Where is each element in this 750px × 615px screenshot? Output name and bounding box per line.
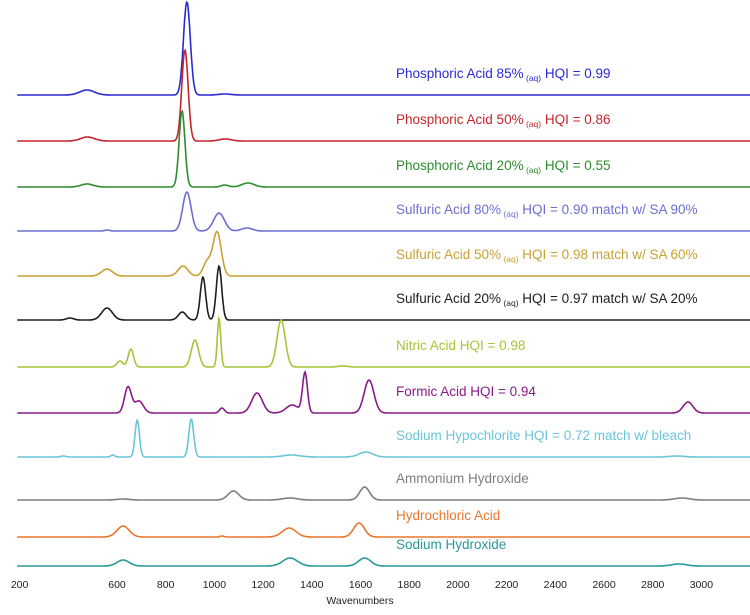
series-name: Sulfuric Acid 50%	[396, 247, 501, 262]
x-tick-label: 1400	[300, 579, 324, 591]
series-label: Ammonium Hydroxide	[396, 471, 529, 486]
x-tick-label: 3000	[690, 579, 714, 591]
series-hqi: HQI = 0.55	[541, 158, 610, 173]
series-label: Sulfuric Acid 50% (aq) HQI = 0.98 match …	[396, 247, 698, 264]
spectrum-trace	[17, 557, 750, 567]
series-subscript: (aq)	[501, 298, 519, 308]
x-tick-label: 2600	[592, 579, 616, 591]
series-label: Nitric Acid HQI = 0.98	[396, 338, 525, 353]
spectrum-trace	[17, 109, 750, 188]
x-axis-label: Wavenumbers	[326, 595, 393, 607]
spectrum-trace	[17, 264, 750, 321]
series-subscript: (aq)	[524, 119, 542, 129]
series-hqi: HQI = 0.98 match w/ SA 60%	[519, 247, 698, 262]
series-name: Ammonium Hydroxide	[396, 471, 529, 486]
x-tick-label: 1800	[398, 579, 422, 591]
x-tick-label: 200	[11, 579, 29, 591]
x-tick-label: 2200	[495, 579, 519, 591]
series-name: Hydrochloric Acid	[396, 508, 500, 523]
series-label: Phosphoric Acid 85% (aq) HQI = 0.99	[396, 66, 610, 83]
x-tick-label: 2000	[446, 579, 470, 591]
spectrum-trace	[17, 315, 750, 368]
spectrum-trace	[17, 230, 750, 277]
series-label: Sodium Hypochlorite HQI = 0.72 match w/ …	[396, 428, 691, 443]
series-label: Phosphoric Acid 50% (aq) HQI = 0.86	[396, 112, 610, 129]
series-label: Sodium Hydroxide	[396, 537, 506, 552]
x-tick-label: 1600	[349, 579, 373, 591]
series-subscript: (aq)	[524, 165, 542, 175]
series-name: Sodium Hydroxide	[396, 537, 506, 552]
spectrum-trace	[17, 0, 750, 96]
spectrum-trace	[17, 191, 750, 232]
series-name: Sulfuric Acid 20%	[396, 291, 501, 306]
series-hqi: HQI = 0.99	[541, 66, 610, 81]
series-hqi: HQI = 0.97 match w/ SA 20%	[519, 291, 698, 306]
x-tick-label: 2800	[641, 579, 665, 591]
series-subscript: (aq)	[524, 73, 542, 83]
series-name: Sulfuric Acid 80%	[396, 202, 501, 217]
series-label: Hydrochloric Acid	[396, 508, 500, 523]
series-name: Sodium Hypochlorite HQI = 0.72 match w/ …	[396, 428, 691, 443]
series-subscript: (aq)	[501, 209, 519, 219]
x-tick-label: 1000	[203, 579, 227, 591]
series-label: Formic Acid HQI = 0.94	[396, 384, 536, 399]
series-name: Phosphoric Acid 20%	[396, 158, 524, 173]
x-tick-label: 1200	[251, 579, 275, 591]
series-hqi: HQI = 0.86	[541, 112, 610, 127]
series-name: Nitric Acid HQI = 0.98	[396, 338, 525, 353]
series-hqi: HQI = 0.90 match w/ SA 90%	[519, 202, 698, 217]
series-name: Phosphoric Acid 85%	[396, 66, 524, 81]
x-axis-ticks: 200 600 800 1000 1200 1400 1600 1800 2000 2200 240…	[11, 579, 713, 591]
spectrum-trace	[17, 486, 750, 501]
series-label: Sulfuric Acid 20% (aq) HQI = 0.97 match …	[396, 291, 698, 308]
series-name: Phosphoric Acid 50%	[396, 112, 524, 127]
series-subscript: (aq)	[501, 254, 519, 264]
spectrum-trace	[17, 522, 750, 538]
x-tick-label: 800	[157, 579, 175, 591]
series-label: Sulfuric Acid 80% (aq) HQI = 0.90 match …	[396, 202, 698, 219]
spectrum-trace	[17, 48, 750, 142]
series-name: Formic Acid HQI = 0.94	[396, 384, 536, 399]
x-tick-label: 600	[108, 579, 126, 591]
traces	[17, 0, 750, 567]
series-label: Phosphoric Acid 20% (aq) HQI = 0.55	[396, 158, 610, 175]
series-labels: Phosphoric Acid 85% (aq) HQI = 0.99Phosp…	[396, 66, 698, 552]
spectrum-trace	[17, 370, 750, 414]
x-tick-label: 2400	[544, 579, 568, 591]
spectrum-trace	[17, 417, 750, 458]
